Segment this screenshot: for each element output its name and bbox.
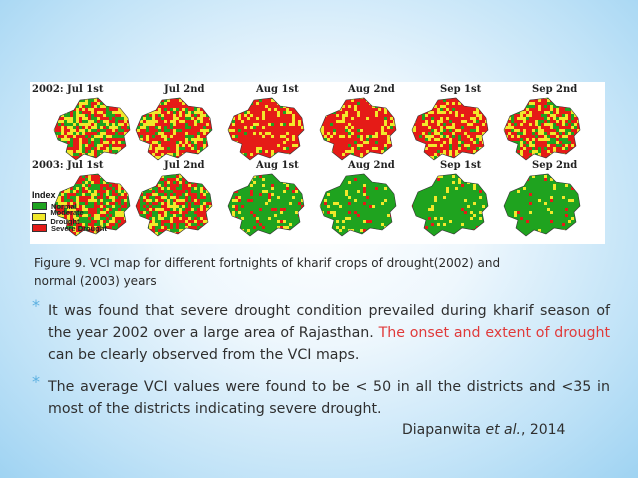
map-label: 2003: Jul 1st [32, 160, 104, 171]
legend: Index Normal Moderate Drought Severe Dro… [32, 190, 112, 242]
map-label: Aug 2nd [347, 160, 395, 171]
rajasthan-vci-map [53, 97, 131, 161]
rajasthan-vci-map [411, 97, 489, 161]
citation: Diapanwita et al., 2014 [402, 422, 565, 438]
vci-maps-grid: 2002: Jul 1st Jul 2nd Aug 1st Aug 2nd Sep 1s… [32, 84, 581, 237]
bullet-1-text-before: It was found that severe drought conditi… [48, 303, 610, 341]
legend-label: Severe Drought [51, 223, 107, 233]
legend-item-moderate: Moderate Drought [32, 208, 112, 226]
bullet-2-text: The average VCI values were found to be … [48, 379, 610, 417]
legend-label: Moderate Drought [50, 208, 84, 226]
bullet-2: * The average VCI values were found to b… [32, 372, 610, 420]
caption-line-1: Figure 9. VCI map for different fortnigh… [34, 256, 501, 270]
vci-figure: 2002: Jul 1st Jul 2nd Aug 1st Aug 2nd Sep 1s… [30, 82, 605, 244]
rajasthan-vci-map [227, 173, 305, 237]
bullet-mark: * [32, 296, 40, 315]
map-label: Sep 1st [440, 160, 482, 171]
citation-year: , 2014 [520, 422, 566, 438]
rajasthan-vci-map [503, 97, 581, 161]
map-label: Sep 2nd [532, 84, 577, 95]
map-label: Jul 2nd [163, 160, 205, 171]
rajasthan-vci-map [227, 97, 305, 161]
legend-item-normal: Normal [32, 201, 112, 211]
legend-swatch-severe [32, 224, 47, 232]
legend-label: Normal [51, 201, 77, 211]
rajasthan-vci-map [411, 173, 489, 237]
bullet-1-highlight: The onset and extent of drought [378, 325, 611, 341]
bullet-1-text: It was found that severe drought conditi… [34, 300, 610, 366]
map-label: Aug 1st [255, 84, 299, 95]
map-label: Sep 2nd [532, 160, 577, 171]
legend-swatch-normal [32, 202, 47, 210]
map-label: Aug 1st [255, 160, 299, 171]
rajasthan-vci-map [503, 173, 581, 237]
caption-line-2: normal (2003) years [34, 274, 157, 288]
rajasthan-vci-map [135, 97, 213, 161]
map-label: 2002: Jul 1st [32, 84, 104, 95]
rajasthan-vci-map [319, 173, 397, 237]
figure-caption: Figure 9. VCI map for different fortnigh… [34, 254, 614, 290]
map-label: Sep 1st [440, 84, 482, 95]
bullet-1-text-after: can be clearly observed from the VCI map… [48, 347, 360, 363]
bullet-mark: * [32, 372, 40, 391]
legend-title: Index [32, 190, 56, 200]
rajasthan-vci-map [135, 173, 213, 237]
rajasthan-vci-map [319, 97, 397, 161]
legend-swatch-moderate [32, 213, 47, 221]
citation-author: Diapanwita [402, 422, 481, 438]
citation-etal: et al. [485, 422, 521, 438]
map-label: Aug 2nd [347, 84, 395, 95]
bullet-1: * It was found that severe drought condi… [32, 296, 610, 366]
legend-item-severe: Severe Drought [32, 223, 112, 233]
map-label: Jul 2nd [163, 84, 205, 95]
